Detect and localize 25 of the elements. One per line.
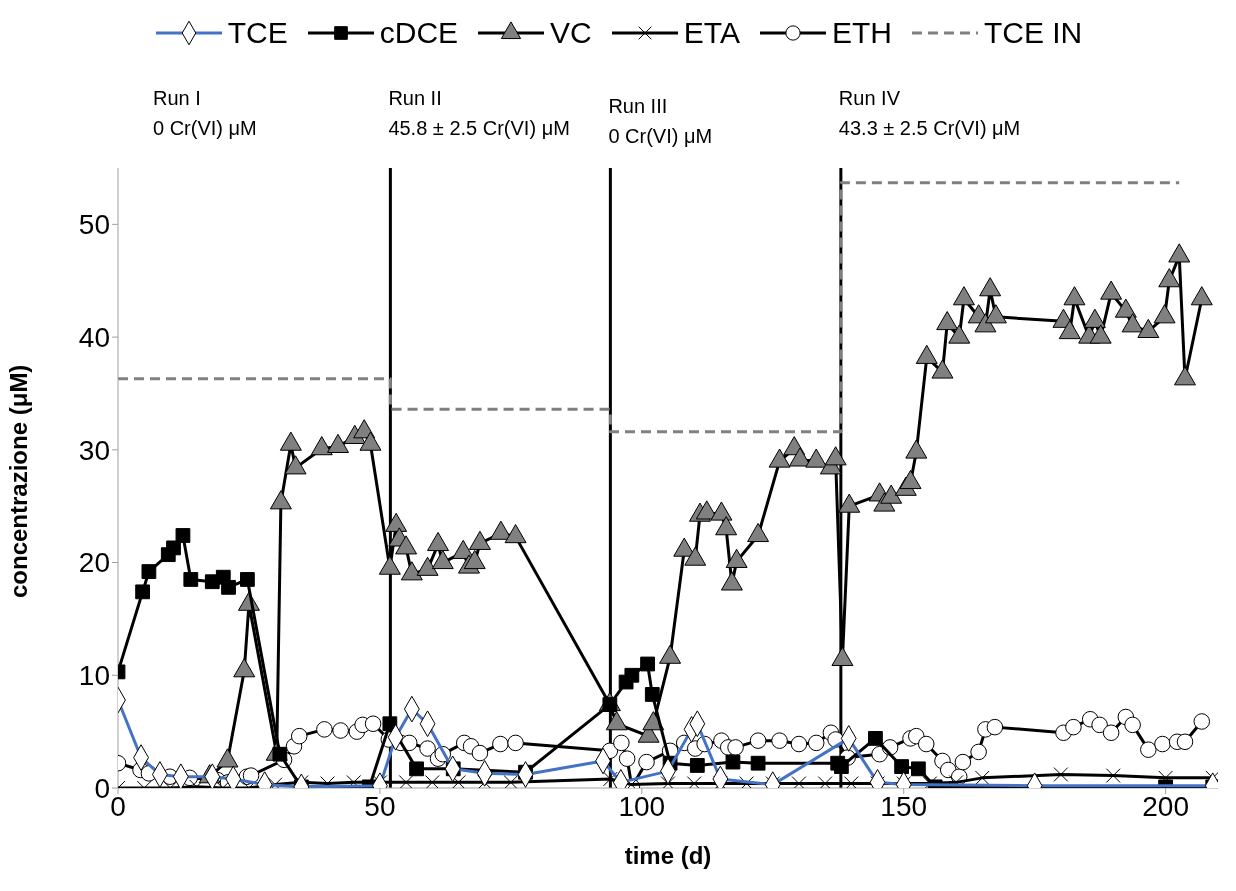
text: 45.8 ± 2.5 Cr(VI) μM — [388, 116, 570, 141]
y-tick-label: 10 — [78, 660, 110, 692]
legend-label: TCE IN — [983, 16, 1083, 50]
y-tick-label: 40 — [78, 322, 110, 354]
y-axis-title: concentrazione (μM) — [4, 364, 32, 598]
legend-label: ETA — [683, 16, 740, 50]
y-tick-label: 30 — [78, 434, 110, 466]
legend-label: VC — [550, 16, 592, 50]
legend-label: cDCE — [379, 16, 459, 50]
text: 0 Cr(VI) μM — [608, 124, 713, 149]
text: Run III — [608, 94, 669, 119]
text: Run II — [388, 86, 443, 111]
legend-label: ETH — [831, 16, 892, 50]
x-tick-label: 150 — [880, 790, 928, 822]
text: 0 Cr(VI) μM — [153, 116, 257, 141]
x-tick-label: 100 — [618, 790, 666, 822]
x-tick-label: 50 — [364, 790, 396, 822]
text: Run I — [153, 86, 202, 111]
x-tick-label: 200 — [1142, 790, 1189, 822]
text: 43.3 ± 2.5 Cr(VI) μM — [838, 116, 1021, 141]
y-tick-label: 50 — [78, 209, 110, 241]
text: Run IV — [838, 86, 901, 111]
y-tick-label: 20 — [78, 547, 110, 579]
legend-label: TCE — [227, 16, 288, 50]
x-axis-title: time (d) — [624, 842, 712, 869]
